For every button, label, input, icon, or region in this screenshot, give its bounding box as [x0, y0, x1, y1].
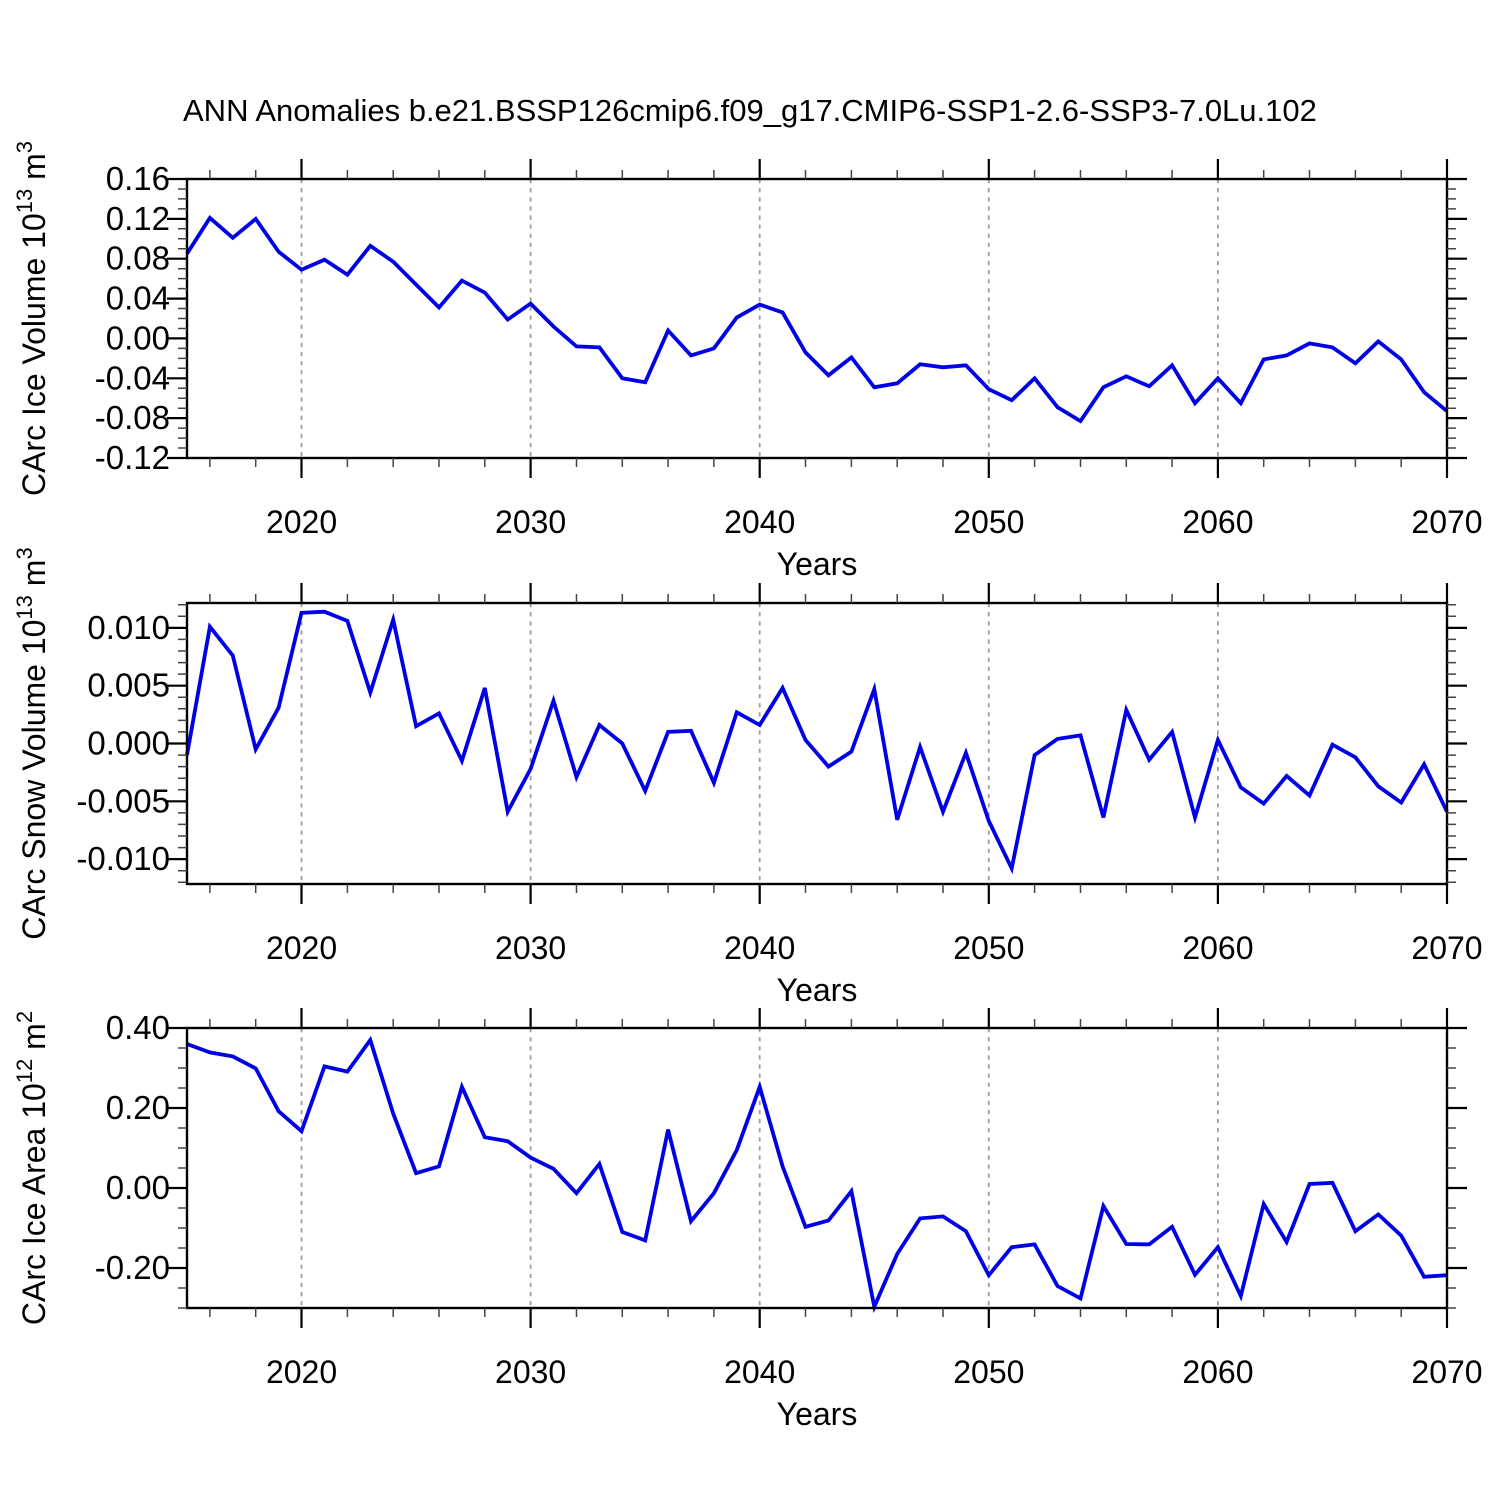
- panel-snow-volume: 0.010 0.005 0.000 -0.005 -0.010 2020 2030 2040 2…: [12, 547, 1483, 1008]
- y-tick-label: -0.08: [95, 399, 170, 436]
- minor-ticks: [178, 170, 1456, 467]
- x-tick-label: 2030: [495, 504, 566, 540]
- y-tick-label: 0.12: [106, 200, 170, 237]
- x-tick-label: 2060: [1182, 504, 1253, 540]
- x-tick-label: 2050: [953, 1354, 1024, 1390]
- plot-frame: [185, 1026, 1449, 1310]
- x-tick-label: 2020: [266, 504, 337, 540]
- x-tick-label: 2070: [1411, 1354, 1482, 1390]
- y-tick-label: 0.00: [106, 319, 170, 356]
- major-ticks: [167, 159, 1467, 478]
- y-axis-title: CArc Ice Area 1012 m2: [12, 1011, 52, 1325]
- x-tick-label: 2040: [724, 930, 795, 966]
- y-tick-label: 0.00: [106, 1169, 170, 1206]
- decade-gridlines: [300, 179, 1219, 458]
- y-tick-label: 0.010: [87, 609, 170, 646]
- y-tick-label: 0.000: [87, 725, 170, 762]
- plot-frame: [185, 177, 1449, 460]
- x-tick-label: 2040: [724, 1354, 795, 1390]
- decade-gridlines: [300, 603, 1219, 884]
- x-tick-label: 2050: [953, 504, 1024, 540]
- y-tick-label: -0.12: [95, 439, 170, 476]
- y-tick-label: 0.08: [106, 240, 170, 277]
- y-tick-label: 0.16: [106, 160, 170, 197]
- y-tick-label: -0.04: [95, 359, 170, 396]
- x-tick-label: 2050: [953, 930, 1024, 966]
- x-axis-title: Years: [777, 972, 858, 1008]
- y-axis-title: CArc Snow Volume 1013 m3: [12, 547, 52, 939]
- x-tick-label: 2070: [1411, 930, 1482, 966]
- major-ticks: [167, 1008, 1467, 1328]
- x-axis-title: Years: [777, 546, 858, 582]
- minor-ticks: [178, 594, 1456, 893]
- minor-ticks: [178, 1019, 1456, 1317]
- y-tick-label: 0.005: [87, 667, 170, 704]
- x-tick-label: 2060: [1182, 1354, 1253, 1390]
- plot-frame: [185, 601, 1449, 886]
- x-axis-title: Years: [777, 1396, 858, 1432]
- y-tick-label: 0.04: [106, 280, 170, 317]
- ice-volume-line: [185, 215, 1449, 424]
- panel-ice-volume: 0.160.120.080.040.00-0.04-0.08-0.12 2020 2…: [12, 141, 1483, 582]
- ice-area-line: [186, 1035, 1448, 1314]
- chart-title: ANN Anomalies b.e21.BSSP126cmip6.f09_g17…: [183, 93, 1317, 128]
- x-tick-label: 2060: [1182, 930, 1253, 966]
- x-tick-label: 2030: [495, 1354, 566, 1390]
- x-tick-label: 2020: [266, 1354, 337, 1390]
- y-tick-label: -0.20: [95, 1249, 170, 1286]
- major-ticks: [167, 583, 1467, 904]
- y-tick-label: 0.40: [106, 1009, 170, 1046]
- y-tick-label: 0.20: [106, 1089, 170, 1126]
- snow-volume-line: [185, 609, 1449, 875]
- panel-ice-area: 0.40 0.20 0.00 -0.20 2020 2030 2040 2050 2060 207…: [12, 1008, 1483, 1432]
- x-tick-label: 2040: [724, 504, 795, 540]
- decade-gridlines: [300, 1028, 1219, 1308]
- x-tick-label: 2070: [1411, 504, 1482, 540]
- x-tick-label: 2030: [495, 930, 566, 966]
- y-tick-label: -0.005: [76, 782, 170, 819]
- y-axis-title: CArc Ice Volume 1013 m3: [12, 141, 52, 496]
- x-tick-label: 2020: [266, 930, 337, 966]
- y-tick-label: -0.010: [76, 840, 170, 877]
